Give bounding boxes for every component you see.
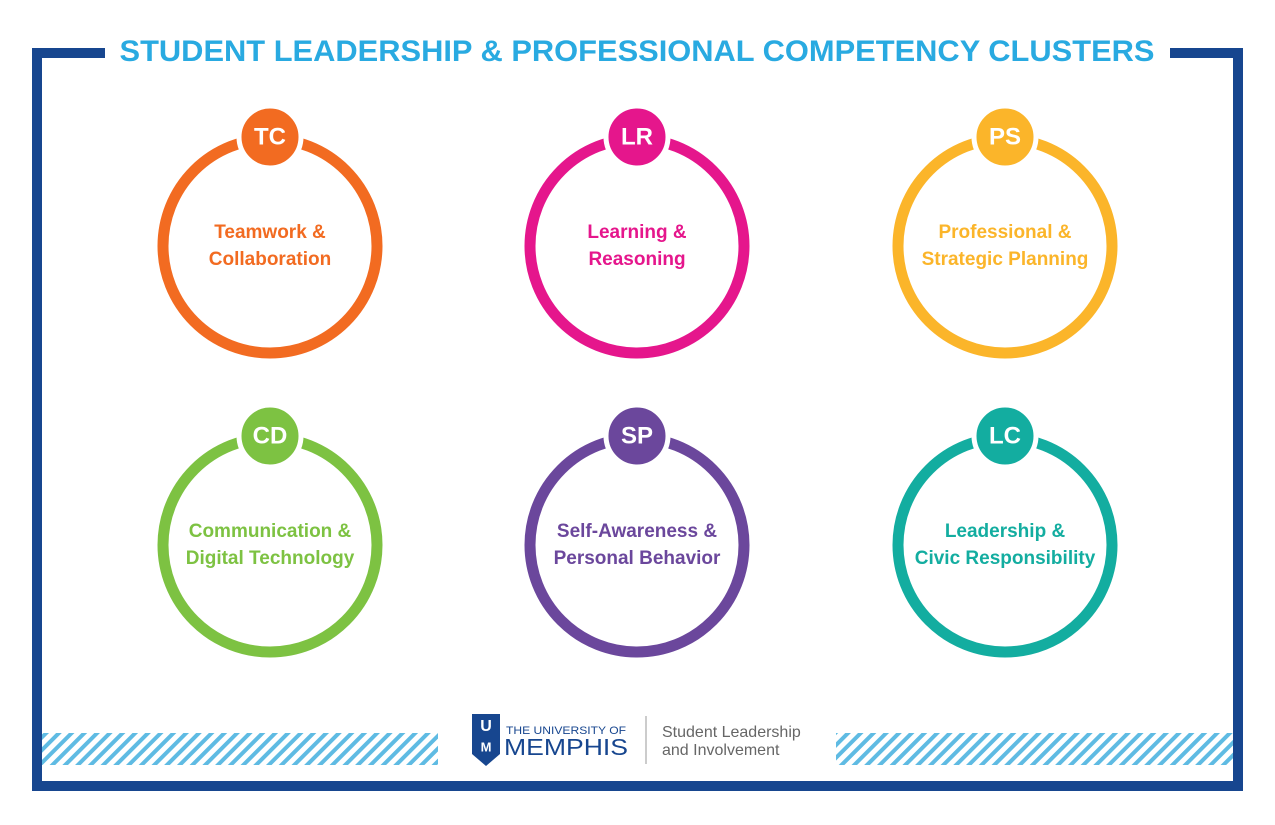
cluster-ring	[157, 432, 383, 658]
cluster-ring	[524, 133, 750, 359]
cluster-ring	[892, 432, 1118, 658]
cluster-abbr: LR	[621, 123, 653, 150]
cluster-name: Leadership &	[945, 521, 1066, 542]
cluster-badge	[971, 103, 1039, 171]
hatch-right	[836, 733, 1233, 765]
hatch-left	[42, 733, 438, 765]
logo-letter: M	[481, 739, 492, 754]
cluster-abbr: SP	[621, 422, 653, 449]
cluster-abbr: CD	[253, 422, 288, 449]
logo-shield	[472, 714, 500, 766]
cluster-name: Reasoning	[588, 249, 685, 270]
cluster-abbr: PS	[989, 123, 1021, 150]
logo-letter: U	[480, 718, 492, 735]
cluster-ring	[157, 133, 383, 359]
cluster-abbr: LC	[989, 422, 1021, 449]
title-gap	[105, 30, 1170, 75]
cluster-name: Self-Awareness &	[557, 521, 717, 542]
department: and Involvement	[662, 742, 780, 759]
department: Student Leadership	[662, 724, 801, 741]
cluster-name: Civic Responsibility	[915, 548, 1096, 569]
university-prefix: THE UNIVERSITY OF	[506, 725, 626, 737]
cluster-badge	[236, 103, 304, 171]
cluster-name: Digital Technology	[186, 548, 355, 569]
university-name: MEMPHIS	[504, 734, 628, 760]
cluster-name: Collaboration	[209, 249, 331, 270]
logo: U M THE UNIVERSITY OF MEMPHIS Student Le…	[472, 714, 801, 766]
cluster-badge	[603, 103, 671, 171]
cluster-badge	[603, 402, 671, 470]
cluster-ring	[524, 432, 750, 658]
cluster-name: Teamwork &	[214, 222, 326, 243]
cluster-ring	[892, 133, 1118, 359]
cluster-name: Professional &	[938, 222, 1071, 243]
cluster-name: Learning &	[587, 222, 687, 243]
cluster-abbr: TC	[254, 123, 286, 150]
title: STUDENT LEADERSHIP & PROFESSIONAL COMPET…	[120, 35, 1155, 68]
cluster-name: Strategic Planning	[922, 249, 1089, 270]
cluster-name: Personal Behavior	[554, 548, 721, 569]
cluster-name: Communication &	[189, 521, 352, 542]
cluster-badge	[971, 402, 1039, 470]
cluster-badge	[236, 402, 304, 470]
